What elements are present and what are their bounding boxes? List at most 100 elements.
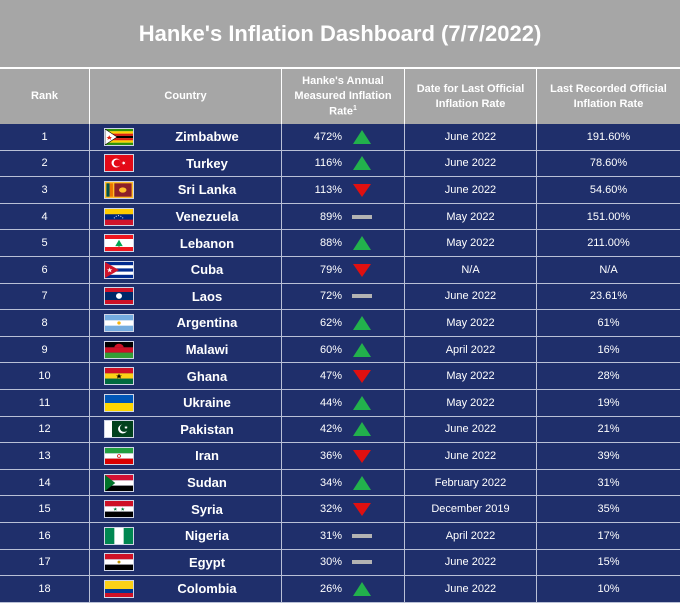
country-name: Turkey xyxy=(186,155,228,171)
header-hanke-rate: Hanke's Annual Measured Inflation Rate1 xyxy=(282,69,405,124)
country-cell: Argentina xyxy=(90,310,282,336)
hanke-rate-cell: 34% xyxy=(282,469,405,496)
sudan-flag-icon xyxy=(104,473,134,492)
country-name: Ukraine xyxy=(183,395,231,411)
hanke-rate-value: 472% xyxy=(313,130,342,143)
country-name: Nigeria xyxy=(184,528,230,544)
table-row: 10 Ghana 47% May 2022 28% xyxy=(0,363,680,390)
official-date-cell: May 2022 xyxy=(405,310,537,336)
official-rate-cell: 19% xyxy=(597,396,620,409)
egypt-flag-icon xyxy=(104,553,134,572)
table-row: 13 Iran 36% June 2022 39% xyxy=(0,443,680,470)
official-rate-cell: 21% xyxy=(597,423,620,436)
header-country: Country xyxy=(90,69,282,124)
hanke-rate-cell: 30% xyxy=(282,549,405,576)
table-row: 14 Sudan 34% February 2022 31% xyxy=(0,469,680,497)
country-cell: Turkey xyxy=(90,150,282,177)
trend-up-icon xyxy=(353,156,371,171)
country-cell: Lebanon xyxy=(90,230,282,256)
country-cell: Sudan xyxy=(90,469,282,496)
hanke-rate-cell: 47% xyxy=(282,363,405,389)
official-rate-cell: 78.60% xyxy=(589,157,628,170)
hanke-rate-value: 36% xyxy=(319,449,342,462)
rank-cell: 14 xyxy=(0,469,90,496)
malawi-flag-icon xyxy=(104,340,134,359)
country-cell: Iran xyxy=(90,443,282,469)
trend-up-icon xyxy=(353,475,371,490)
trend-up-icon xyxy=(353,315,371,330)
ukraine-flag-icon xyxy=(104,393,134,412)
hanke-rate-value: 79% xyxy=(319,263,342,276)
country-name: Egypt xyxy=(188,554,226,570)
official-date-cell: December 2019 xyxy=(405,496,537,522)
official-date-cell: June 2022 xyxy=(405,177,537,203)
country-name: Syria xyxy=(191,501,223,517)
hanke-rate-cell: 60% xyxy=(282,336,405,363)
country-cell: Venezuela xyxy=(90,203,282,230)
official-date-cell: May 2022 xyxy=(405,230,537,256)
hanke-rate-cell: 116% xyxy=(282,150,405,177)
hanke-rate-value: 26% xyxy=(319,582,342,595)
table-row: 5 Lebanon 88% May 2022 211.00% xyxy=(0,230,680,257)
hanke-rate-value: 60% xyxy=(319,343,342,356)
trend-down-icon xyxy=(353,449,371,463)
footnote-marker: 1 xyxy=(352,104,357,112)
official-rate-cell: 16% xyxy=(597,343,620,356)
table-row: 9 Malawi 60% April 2022 16% xyxy=(0,336,680,364)
rank-cell: 9 xyxy=(0,336,90,363)
official-rate-cell: 54.60% xyxy=(589,183,628,196)
country-name: Argentina xyxy=(176,315,238,331)
trend-flat-icon xyxy=(352,214,372,219)
rank-cell: 12 xyxy=(0,416,90,443)
table-row: 7 Laos 72% June 2022 23.61% xyxy=(0,283,680,311)
official-date-cell: June 2022 xyxy=(405,549,537,576)
hanke-rate-value: 88% xyxy=(319,237,342,250)
country-name: Colombia xyxy=(177,581,237,597)
hanke-rate-cell: 88% xyxy=(282,230,405,256)
hanke-rate-cell: 89% xyxy=(282,203,405,230)
table-row: 15 Syria 32% December 2019 35% xyxy=(0,496,680,523)
colombia-flag-icon xyxy=(104,579,134,598)
official-rate-cell: N/A xyxy=(599,263,618,276)
country-cell: Egypt xyxy=(90,549,282,576)
official-date-cell: June 2022 xyxy=(405,124,537,150)
iran-flag-icon xyxy=(104,446,134,465)
country-name: Lebanon xyxy=(179,235,235,251)
hanke-rate-value: 72% xyxy=(319,290,342,303)
table-row: 6 Cuba 79% N/A N/A xyxy=(0,256,680,284)
hanke-rate-cell: 26% xyxy=(282,576,405,602)
country-cell: Laos xyxy=(90,283,282,310)
trend-flat-icon xyxy=(352,294,372,299)
country-name: Cuba xyxy=(190,262,224,278)
trend-flat-icon xyxy=(352,560,372,565)
rank-cell: 6 xyxy=(0,256,90,283)
official-date-cell: February 2022 xyxy=(405,469,537,496)
hanke-rate-value: 116% xyxy=(314,157,342,170)
rank-cell: 7 xyxy=(0,283,90,310)
hanke-rate-value: 62% xyxy=(319,316,342,329)
trend-flat-icon xyxy=(352,533,372,538)
country-cell: Colombia xyxy=(90,576,282,602)
rank-cell: 16 xyxy=(0,522,90,549)
pakistan-flag-icon xyxy=(104,420,134,439)
country-name: Ghana xyxy=(186,368,228,384)
country-cell: Cuba xyxy=(90,256,282,283)
country-cell: Syria xyxy=(90,496,282,522)
rank-cell: 2 xyxy=(0,150,90,177)
official-date-cell: April 2022 xyxy=(405,336,537,363)
hanke-rate-cell: 113% xyxy=(282,177,405,203)
country-name: Sri Lanka xyxy=(177,182,237,198)
rank-cell: 5 xyxy=(0,230,90,256)
country-cell: Malawi xyxy=(90,336,282,363)
official-date-cell: June 2022 xyxy=(405,416,537,443)
nigeria-flag-icon xyxy=(104,526,134,545)
hanke-rate-value: 113% xyxy=(314,183,342,196)
hanke-rate-cell: 42% xyxy=(282,416,405,443)
trend-up-icon xyxy=(353,581,371,596)
country-cell: Pakistan xyxy=(90,416,282,443)
lebanon-flag-icon xyxy=(104,234,134,253)
official-date-cell: May 2022 xyxy=(405,203,537,230)
official-rate-cell: 191.60% xyxy=(586,130,631,143)
table-header: Rank Country Hanke's Annual Measured Inf… xyxy=(0,67,680,124)
official-date-cell: N/A xyxy=(405,256,537,283)
